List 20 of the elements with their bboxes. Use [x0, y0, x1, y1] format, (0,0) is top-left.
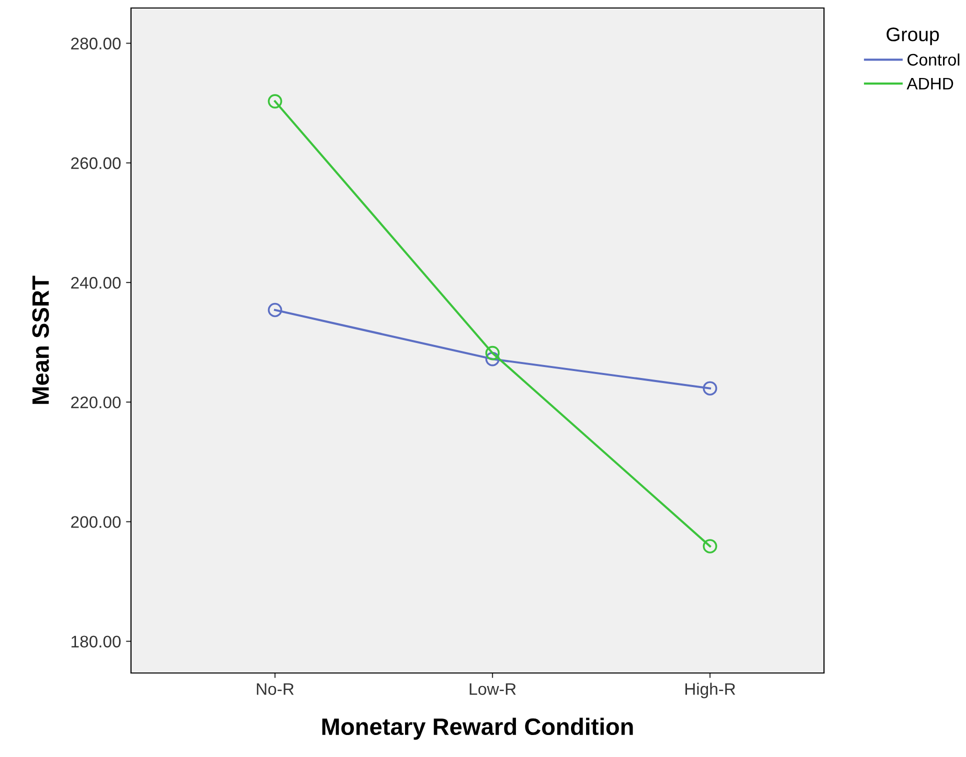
point [485, 352, 500, 366]
y-tick-label: 200.00 [71, 516, 121, 528]
point [702, 381, 718, 396]
x-tick-label: High-R [685, 682, 736, 698]
point [702, 539, 718, 554]
y-tick-label: 260.00 [71, 157, 121, 170]
y-tick-label: 220.00 [71, 396, 121, 408]
legend-label: Control [908, 53, 960, 66]
legend-label: ADHD [906, 78, 954, 90]
point [268, 94, 282, 108]
x-tick-label: Low-R [470, 683, 516, 695]
x-tick-label: No-R [256, 683, 294, 695]
y-axis-title: Mean SSRT [32, 276, 49, 404]
legend-title: Group [886, 28, 939, 46]
x-axis-title: Monetary Reward Condition [322, 718, 633, 740]
point [268, 302, 282, 318]
y-tick-label: 240.00 [71, 276, 121, 289]
y-tick-label: 280.00 [71, 38, 121, 50]
point [485, 346, 500, 360]
y-tick-label: 180.00 [72, 636, 121, 648]
